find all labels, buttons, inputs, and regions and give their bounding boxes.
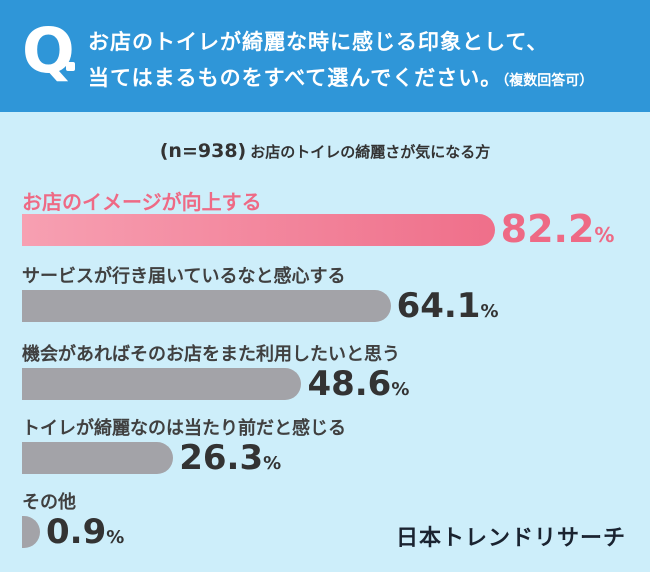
value-percent-sign: % [263, 453, 282, 474]
category-label: 機会があればそのお店をまた利用したいと思う [22, 344, 400, 365]
data-bar [22, 368, 302, 400]
sample-target: お店のトイレの綺麗さが気になる方 [250, 143, 491, 161]
question-text-line2-main: 当てはまるものをすべて選んでください。 [88, 66, 503, 90]
value-number: 64.1 [396, 286, 481, 326]
value-label: 64.1% [397, 289, 499, 323]
question-mark: Q [22, 14, 75, 87]
value-percent-sign: % [106, 527, 125, 548]
brand-logo: 日本トレンドリサーチ [395, 526, 626, 551]
value-percent-sign: % [594, 223, 615, 247]
value-percent-sign: % [391, 379, 410, 400]
question-mark-dot [66, 62, 75, 71]
value-percent-sign: % [480, 301, 499, 322]
category-label: サービスが行き届いているなと感心する [22, 266, 346, 287]
data-bar [22, 290, 391, 322]
sample-size: (n=938) [159, 140, 247, 162]
value-number: 48.6 [307, 364, 392, 404]
value-number: 0.9 [46, 512, 107, 552]
value-number: 82.2 [500, 207, 595, 251]
sample-info: (n=938) お店のトイレの綺麗さが気になる方 [0, 140, 650, 162]
value-label: 0.9% [46, 515, 124, 549]
category-label: お店のイメージが向上する [22, 190, 262, 214]
value-label: 26.3% [179, 441, 281, 475]
data-bar [22, 516, 40, 548]
data-bar [22, 442, 174, 474]
category-label: その他 [22, 492, 76, 513]
value-label: 48.6% [307, 367, 409, 401]
question-text-line1: お店のトイレが綺麗な時に感じる印象として、 [88, 30, 549, 54]
category-label: トイレが綺麗なのは当たり前だと感じる [22, 418, 346, 439]
question-text-line2: 当てはまるものをすべて選んでください。（複数回答可） [88, 62, 593, 92]
question-header: Q お店のトイレが綺麗な時に感じる印象として、 当てはまるものをすべて選んでくだ… [0, 0, 650, 112]
value-label: 82.2% [501, 210, 615, 248]
value-number: 26.3 [179, 438, 264, 478]
data-bar [22, 214, 495, 246]
question-note: （複数回答可） [502, 73, 594, 89]
